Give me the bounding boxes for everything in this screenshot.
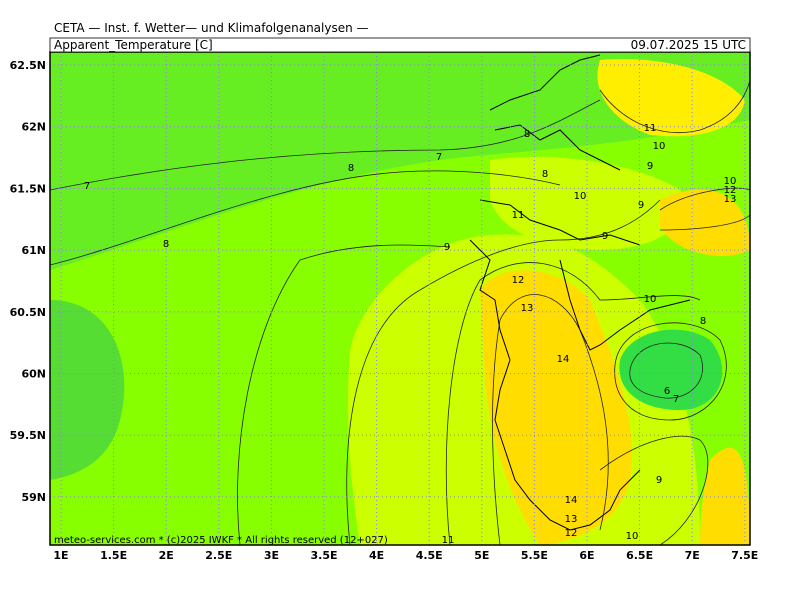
contour-label: 9 — [647, 161, 653, 172]
lat-label: 61N — [21, 244, 46, 257]
lon-label: 1.5E — [100, 549, 127, 562]
contour-line — [50, 99, 601, 191]
contour-label: 14 — [565, 495, 578, 506]
contour-line — [492, 294, 609, 545]
lon-label: 7E — [685, 549, 700, 562]
contour-line — [445, 262, 701, 545]
contour-label: 13 — [521, 303, 534, 314]
field-zone — [480, 270, 632, 545]
contour-label: 10 — [644, 294, 657, 305]
variable-label: Apparent_Temperature [C] — [54, 38, 213, 52]
contour-label: 11 — [512, 210, 525, 221]
contour-label: 13 — [724, 194, 737, 205]
datetime-label: 09.07.2025 15 UTC — [631, 38, 746, 52]
contour-label: 9 — [656, 475, 662, 486]
lon-label: 2.5E — [205, 549, 232, 562]
lon-label: 5E — [474, 549, 489, 562]
lat-label: 62.5N — [10, 59, 46, 72]
lat-label: 59.5N — [10, 429, 46, 442]
field-zone — [660, 189, 750, 256]
contour-label: 7 — [84, 181, 90, 192]
lat-label: 60N — [21, 368, 46, 381]
contour-label: 6 — [664, 386, 670, 397]
contour-label: 12 — [724, 185, 737, 196]
field-zone — [700, 447, 750, 545]
coastline — [469, 54, 691, 531]
lon-label: 3.5E — [310, 549, 337, 562]
contour-line — [346, 199, 661, 545]
contour-label: 8 — [163, 239, 169, 250]
lon-label: 6E — [579, 549, 594, 562]
contour-label: 8 — [700, 316, 706, 327]
contour-label: 11 — [644, 123, 657, 134]
contour-line — [599, 435, 709, 545]
contour-line — [599, 79, 750, 133]
contour-label: 7 — [673, 394, 679, 405]
lat-label: 60.5N — [10, 306, 46, 319]
lon-label: 4E — [369, 549, 384, 562]
lat-label: 62N — [21, 121, 46, 134]
lon-label: 6.5E — [626, 549, 653, 562]
contour-label: 12 — [512, 275, 525, 286]
contour-line — [237, 244, 451, 545]
contour-label: 9 — [444, 242, 450, 253]
header-bar — [49, 37, 751, 53]
contour-label: 13 — [565, 514, 578, 525]
map-field: 7887889101199111091012131213108146791413… — [50, 52, 750, 546]
field-zone — [619, 329, 723, 410]
contour-label: 10 — [574, 191, 587, 202]
header-title: CETA — Inst. f. Wetter— und Klimafolgena… — [54, 21, 369, 35]
lon-label: 2E — [159, 549, 174, 562]
contour-label: 12 — [565, 528, 578, 539]
contour-line — [50, 170, 561, 266]
contour-line — [629, 342, 703, 399]
lon-label: 7.5E — [731, 549, 758, 562]
contour-label: 8 — [524, 129, 530, 140]
lon-label: 3E — [264, 549, 279, 562]
contour-label: 7 — [436, 152, 442, 163]
contour-label: 9 — [602, 231, 608, 242]
lon-label: 4.5E — [416, 549, 443, 562]
lat-label: 59N — [21, 491, 46, 504]
contour-line — [614, 322, 727, 421]
contour-label: 14 — [557, 354, 570, 365]
contour-label: 11 — [442, 535, 455, 546]
contour-label: 10 — [724, 176, 737, 187]
contour-label: 8 — [542, 169, 548, 180]
contour-label: 8 — [348, 163, 354, 174]
lat-label: 61.5N — [10, 182, 46, 195]
contour-line — [659, 187, 750, 231]
contour-label: 10 — [626, 531, 639, 542]
footer-credit: meteo-services.com * (c)2025 IWKF * All … — [54, 535, 388, 546]
contour-label: 9 — [638, 200, 644, 211]
field-zone — [50, 300, 125, 480]
contour-label: 10 — [653, 141, 666, 152]
lon-label: 1E — [53, 549, 68, 562]
lon-label: 5.5E — [521, 549, 548, 562]
field-zone — [597, 59, 745, 137]
